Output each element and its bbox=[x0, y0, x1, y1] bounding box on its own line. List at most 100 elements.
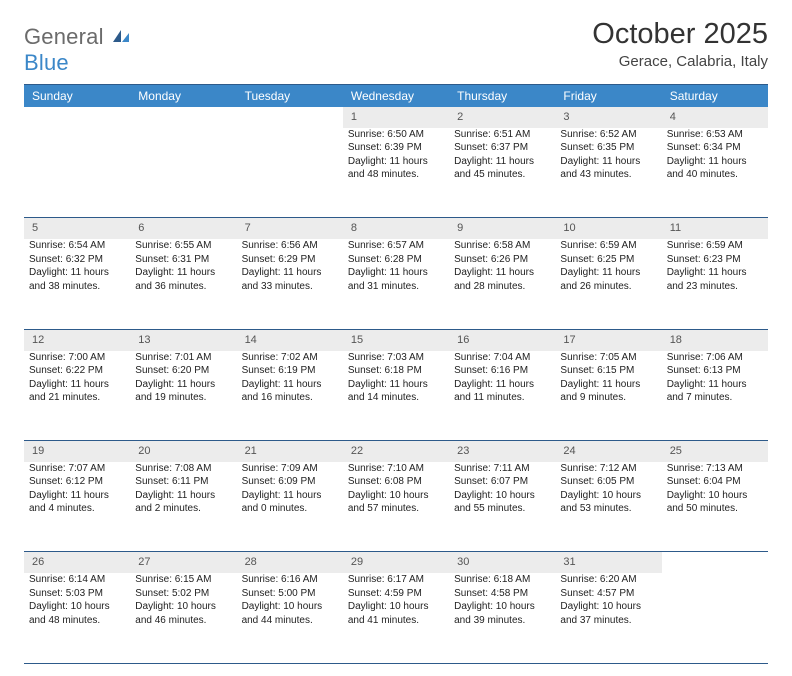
day-cell: Sunrise: 7:09 AMSunset: 6:09 PMDaylight:… bbox=[237, 462, 343, 552]
day-number bbox=[24, 107, 130, 128]
day-cell: Sunrise: 6:17 AMSunset: 4:59 PMDaylight:… bbox=[343, 573, 449, 663]
day-number-row: 262728293031 bbox=[24, 552, 768, 573]
month-title: October 2025 bbox=[592, 18, 768, 51]
sunrise-line: Sunrise: 7:13 AM bbox=[667, 462, 763, 476]
day1-line: Daylight: 11 hours bbox=[348, 155, 444, 169]
day2-line: and 23 minutes. bbox=[667, 280, 763, 294]
day-cell: Sunrise: 6:50 AMSunset: 6:39 PMDaylight:… bbox=[343, 128, 449, 218]
day2-line: and 21 minutes. bbox=[29, 391, 125, 405]
day-number: 28 bbox=[237, 552, 343, 573]
sunrise-line: Sunrise: 6:53 AM bbox=[667, 128, 763, 142]
day1-line: Daylight: 11 hours bbox=[29, 489, 125, 503]
sunrise-line: Sunrise: 6:20 AM bbox=[560, 573, 656, 587]
day2-line: and 41 minutes. bbox=[348, 614, 444, 628]
sunset-line: Sunset: 6:32 PM bbox=[29, 253, 125, 267]
day2-line: and 48 minutes. bbox=[29, 614, 125, 628]
sunset-line: Sunset: 6:26 PM bbox=[454, 253, 550, 267]
day-number: 30 bbox=[449, 552, 555, 573]
day-number: 17 bbox=[555, 329, 661, 350]
day1-line: Daylight: 11 hours bbox=[242, 378, 338, 392]
logo-text-blue: Blue bbox=[24, 50, 69, 75]
sunrise-line: Sunrise: 6:55 AM bbox=[135, 239, 231, 253]
sunrise-line: Sunrise: 6:58 AM bbox=[454, 239, 550, 253]
day-number: 27 bbox=[130, 552, 236, 573]
sail-icon bbox=[111, 24, 131, 50]
day-number: 7 bbox=[237, 218, 343, 239]
day2-line: and 46 minutes. bbox=[135, 614, 231, 628]
sunrise-line: Sunrise: 7:09 AM bbox=[242, 462, 338, 476]
day2-line: and 36 minutes. bbox=[135, 280, 231, 294]
day-number: 12 bbox=[24, 329, 130, 350]
column-header: Thursday bbox=[449, 85, 555, 108]
logo-text: General Blue bbox=[24, 24, 131, 76]
sunset-line: Sunset: 6:29 PM bbox=[242, 253, 338, 267]
day1-line: Daylight: 10 hours bbox=[454, 489, 550, 503]
sunset-line: Sunset: 6:09 PM bbox=[242, 475, 338, 489]
logo-text-gray: General bbox=[24, 24, 104, 49]
sunset-line: Sunset: 6:12 PM bbox=[29, 475, 125, 489]
sunset-line: Sunset: 6:28 PM bbox=[348, 253, 444, 267]
day-cell: Sunrise: 6:59 AMSunset: 6:23 PMDaylight:… bbox=[662, 239, 768, 329]
day-cell: Sunrise: 7:12 AMSunset: 6:05 PMDaylight:… bbox=[555, 462, 661, 552]
day-cell: Sunrise: 6:14 AMSunset: 5:03 PMDaylight:… bbox=[24, 573, 130, 663]
day-number: 15 bbox=[343, 329, 449, 350]
day-number bbox=[662, 552, 768, 573]
sunrise-line: Sunrise: 7:07 AM bbox=[29, 462, 125, 476]
sunset-line: Sunset: 4:58 PM bbox=[454, 587, 550, 601]
day-number: 6 bbox=[130, 218, 236, 239]
day1-line: Daylight: 11 hours bbox=[29, 378, 125, 392]
sunrise-line: Sunrise: 6:57 AM bbox=[348, 239, 444, 253]
sunset-line: Sunset: 6:08 PM bbox=[348, 475, 444, 489]
day-cell: Sunrise: 7:03 AMSunset: 6:18 PMDaylight:… bbox=[343, 351, 449, 441]
sunset-line: Sunset: 6:37 PM bbox=[454, 141, 550, 155]
sunrise-line: Sunrise: 7:01 AM bbox=[135, 351, 231, 365]
day1-line: Daylight: 11 hours bbox=[135, 489, 231, 503]
day-cell bbox=[24, 128, 130, 218]
day1-line: Daylight: 11 hours bbox=[242, 266, 338, 280]
day2-line: and 39 minutes. bbox=[454, 614, 550, 628]
day2-line: and 45 minutes. bbox=[454, 168, 550, 182]
day-number: 10 bbox=[555, 218, 661, 239]
day2-line: and 2 minutes. bbox=[135, 502, 231, 516]
day-number: 21 bbox=[237, 441, 343, 462]
calendar-page: General Blue October 2025 Gerace, Calabr… bbox=[0, 0, 792, 676]
day-content-row: Sunrise: 6:14 AMSunset: 5:03 PMDaylight:… bbox=[24, 573, 768, 663]
day-cell: Sunrise: 6:51 AMSunset: 6:37 PMDaylight:… bbox=[449, 128, 555, 218]
day-number: 13 bbox=[130, 329, 236, 350]
day1-line: Daylight: 11 hours bbox=[560, 155, 656, 169]
column-header: Friday bbox=[555, 85, 661, 108]
sunset-line: Sunset: 6:35 PM bbox=[560, 141, 656, 155]
day-cell: Sunrise: 7:08 AMSunset: 6:11 PMDaylight:… bbox=[130, 462, 236, 552]
day2-line: and 28 minutes. bbox=[454, 280, 550, 294]
sunrise-line: Sunrise: 7:08 AM bbox=[135, 462, 231, 476]
day-content-row: Sunrise: 6:50 AMSunset: 6:39 PMDaylight:… bbox=[24, 128, 768, 218]
day-number: 2 bbox=[449, 107, 555, 128]
day1-line: Daylight: 10 hours bbox=[560, 489, 656, 503]
sunrise-line: Sunrise: 6:54 AM bbox=[29, 239, 125, 253]
column-header: Monday bbox=[130, 85, 236, 108]
day-cell: Sunrise: 7:02 AMSunset: 6:19 PMDaylight:… bbox=[237, 351, 343, 441]
day-cell: Sunrise: 6:58 AMSunset: 6:26 PMDaylight:… bbox=[449, 239, 555, 329]
sunset-line: Sunset: 6:19 PM bbox=[242, 364, 338, 378]
day-number: 23 bbox=[449, 441, 555, 462]
day-cell bbox=[237, 128, 343, 218]
day-cell: Sunrise: 7:04 AMSunset: 6:16 PMDaylight:… bbox=[449, 351, 555, 441]
day-content-row: Sunrise: 6:54 AMSunset: 6:32 PM Daylight:… bbox=[24, 239, 768, 329]
day2-line: and 53 minutes. bbox=[560, 502, 656, 516]
day-cell: Sunrise: 6:59 AMSunset: 6:25 PMDaylight:… bbox=[555, 239, 661, 329]
day2-line: and 55 minutes. bbox=[454, 502, 550, 516]
day-number: 3 bbox=[555, 107, 661, 128]
day-cell: Sunrise: 6:54 AMSunset: 6:32 PMDaylight:… bbox=[24, 239, 130, 329]
day-number: 11 bbox=[662, 218, 768, 239]
day1-line: Daylight: 11 hours bbox=[242, 489, 338, 503]
day-cell: Sunrise: 6:55 AMSunset: 6:31 PMDaylight:… bbox=[130, 239, 236, 329]
day2-line: and 31 minutes. bbox=[348, 280, 444, 294]
sunrise-line: Sunrise: 7:05 AM bbox=[560, 351, 656, 365]
sunrise-line: Sunrise: 6:15 AM bbox=[135, 573, 231, 587]
day-number bbox=[237, 107, 343, 128]
sunset-line: Sunset: 5:03 PM bbox=[29, 587, 125, 601]
day2-line: and 40 minutes. bbox=[667, 168, 763, 182]
day-number-row: 19202122232425 bbox=[24, 441, 768, 462]
day2-line: and 33 minutes. bbox=[242, 280, 338, 294]
day1-line: Daylight: 11 hours bbox=[560, 266, 656, 280]
